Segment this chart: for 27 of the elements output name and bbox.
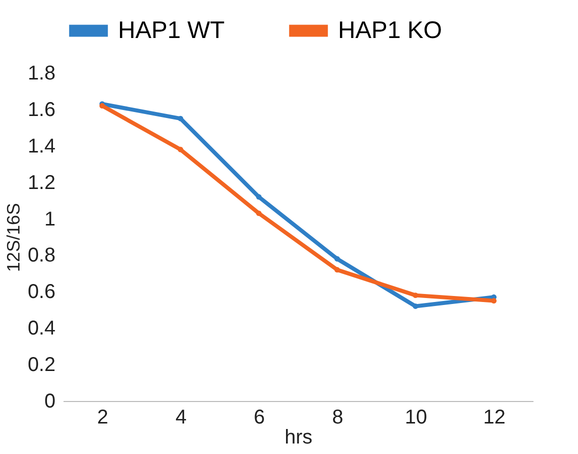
point bbox=[334, 267, 340, 273]
y-tick-label: 1.6 bbox=[28, 98, 56, 121]
y-axis-title: 12S/16S bbox=[4, 202, 24, 272]
x-axis-title: hrs bbox=[284, 426, 312, 448]
y-tick-label: 0 bbox=[44, 390, 56, 412]
x-tick-label: 6 bbox=[254, 406, 265, 428]
x-tick-label: 4 bbox=[175, 406, 187, 428]
y-tick-label: 0.8 bbox=[28, 244, 56, 267]
legend-label: HAP1 WT bbox=[118, 16, 226, 44]
point bbox=[334, 256, 340, 262]
y-tick-label: 0.2 bbox=[28, 354, 56, 376]
y-tick-label: 1.4 bbox=[28, 135, 56, 158]
point bbox=[491, 298, 497, 304]
y-tick-label: 1.8 bbox=[28, 62, 56, 84]
point bbox=[178, 116, 184, 122]
x-tick-label: 8 bbox=[332, 406, 344, 428]
y-tick-label: 1 bbox=[44, 208, 56, 230]
legend-label: HAP1 KO bbox=[338, 16, 442, 44]
point bbox=[256, 194, 262, 200]
point bbox=[256, 210, 262, 216]
y-tick-label: 1.2 bbox=[28, 172, 56, 194]
x-tick-label: 10 bbox=[404, 406, 428, 428]
point bbox=[178, 146, 184, 152]
y-tick-label: 0.6 bbox=[28, 281, 56, 304]
x-tick-label: 12 bbox=[483, 406, 506, 428]
y-tick-label: 0.4 bbox=[28, 318, 56, 340]
x-tick-label: 2 bbox=[97, 406, 108, 428]
